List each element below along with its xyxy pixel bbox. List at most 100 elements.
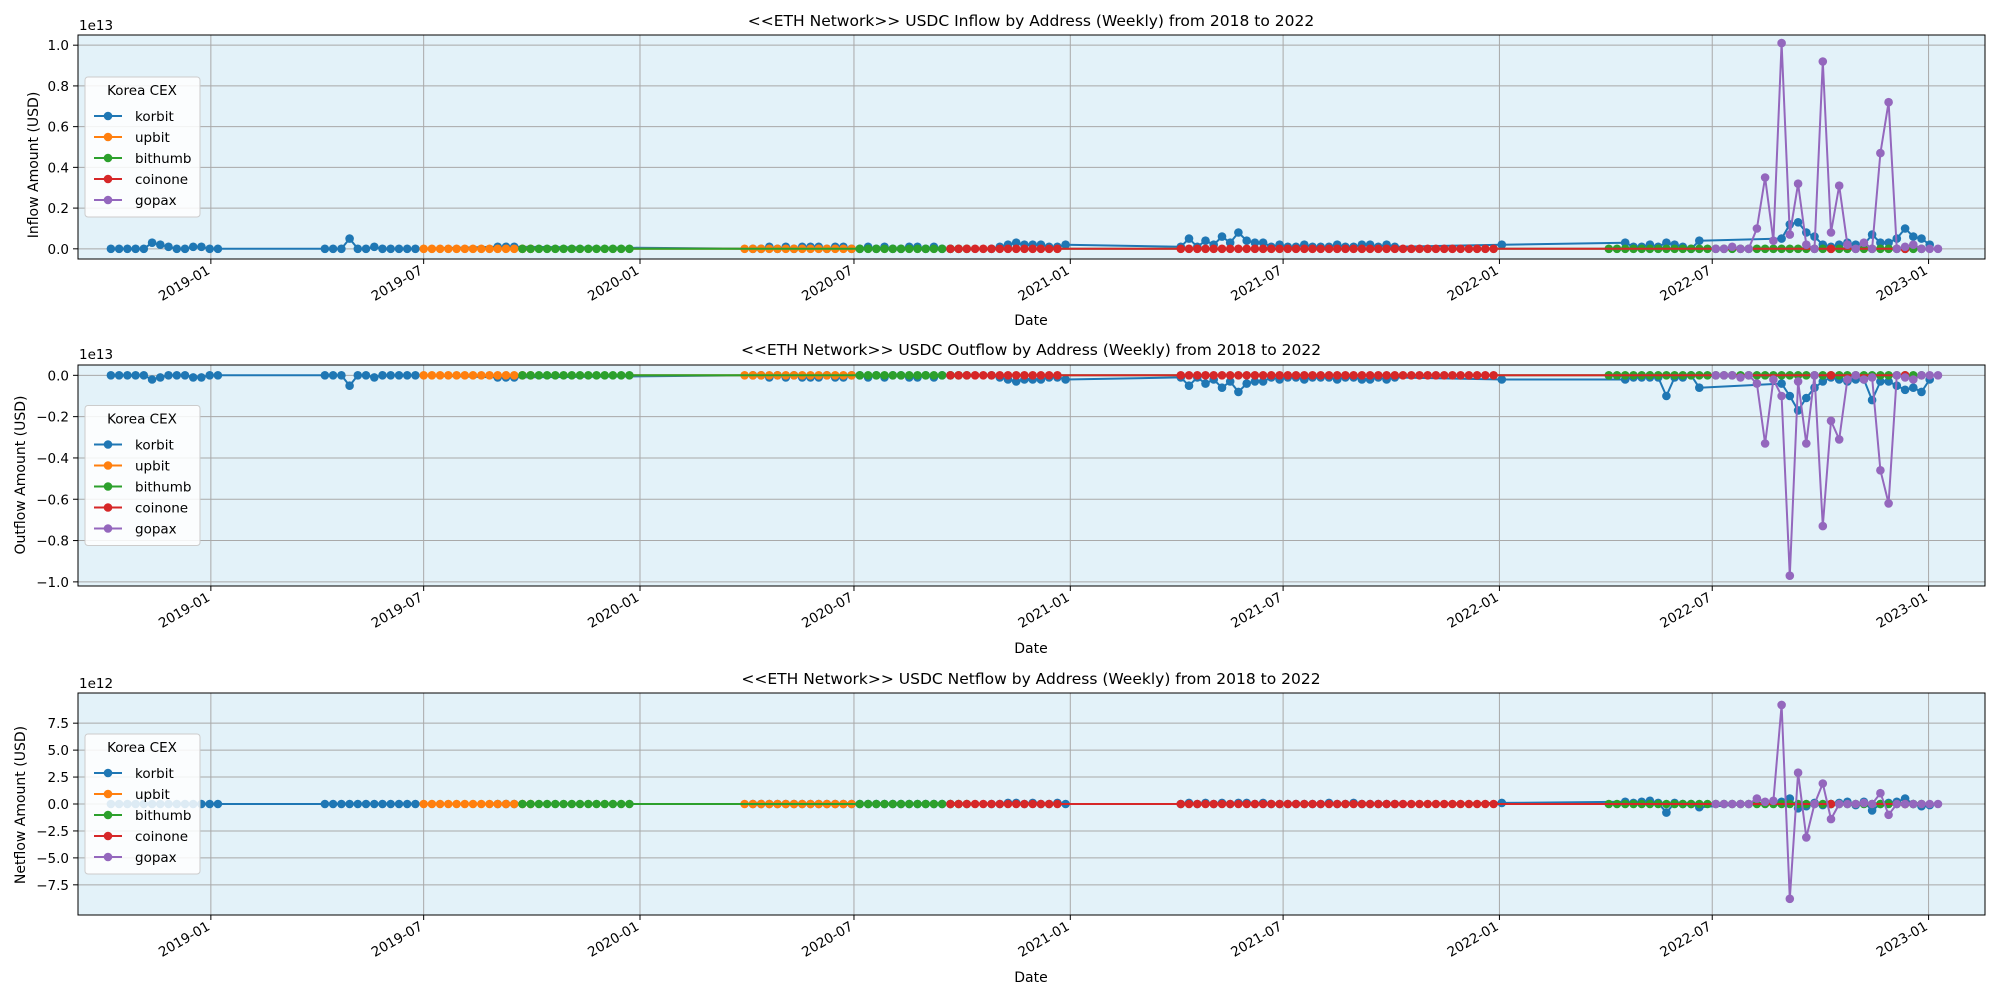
inflow-data-point-coinone xyxy=(1365,244,1375,254)
outflow-data-point-korbit xyxy=(1818,377,1828,386)
outflow-data-point-korbit xyxy=(172,371,182,380)
netflow-legend-swatch-marker-korbit xyxy=(103,768,113,778)
inflow-data-point-bithumb xyxy=(575,244,585,254)
inflow-data-point-gopax xyxy=(1925,244,1934,254)
inflow-data-point-korbit xyxy=(1620,238,1630,247)
outflow-data-point-bithumb xyxy=(608,371,618,380)
inflow-data-point-upbit xyxy=(485,244,494,254)
netflow-data-point-gopax xyxy=(1834,799,1844,809)
netflow-legend-box xyxy=(84,733,201,875)
netflow-legend-swatch-marker-bithumb xyxy=(103,810,113,820)
outflow-plot-background xyxy=(78,365,1985,586)
inflow-data-point-korbit xyxy=(320,244,330,254)
inflow-data-point-korbit xyxy=(172,244,182,254)
outflow-data-point-gopax xyxy=(1917,371,1926,380)
outflow-data-point-bithumb xyxy=(904,371,914,380)
netflow-legend-swatch-marker-upbit xyxy=(103,789,113,799)
outflow-data-point-gopax xyxy=(1876,466,1885,475)
inflow-plot-background xyxy=(78,35,1985,259)
netflow-data-point-coinone xyxy=(979,799,988,809)
netflow-data-point-upbit xyxy=(419,799,429,809)
outflow-data-point-bithumb xyxy=(625,371,634,380)
inflow-legend-swatch-marker-coinone xyxy=(103,174,113,184)
outflow-data-point-korbit xyxy=(337,371,346,380)
inflow-data-point-coinone xyxy=(995,244,1005,254)
outflow-data-point-coinone xyxy=(1258,371,1268,380)
outflow-data-point-korbit xyxy=(394,371,404,380)
netflow-offset-text: 1e12 xyxy=(79,676,113,692)
inflow-data-point-gopax xyxy=(1810,244,1819,254)
outflow-data-point-coinone xyxy=(1365,371,1375,380)
inflow-y-tick-label: 0.6 xyxy=(48,120,69,136)
inflow-data-point-bithumb xyxy=(913,244,922,254)
outflow-legend-label-korbit: korbit xyxy=(135,438,174,454)
outflow-data-point-korbit xyxy=(1695,383,1704,393)
netflow-y-tick-label: 0.0 xyxy=(48,797,69,813)
inflow-data-point-coinone xyxy=(970,244,980,254)
inflow-data-point-gopax xyxy=(1736,244,1745,254)
netflow-data-point-upbit xyxy=(468,799,478,809)
inflow-data-point-coinone xyxy=(1184,244,1194,254)
inflow-data-point-gopax xyxy=(1744,244,1753,254)
outflow-data-point-gopax xyxy=(1933,371,1943,380)
outflow-data-point-coinone xyxy=(1184,371,1194,380)
netflow-legend-swatch-marker-gopax xyxy=(103,852,113,862)
outflow-legend: Korea CEX korbit upbit bithumb coinone gopax xyxy=(84,405,201,546)
outflow-data-point-bithumb xyxy=(559,371,568,380)
outflow-data-point-upbit xyxy=(460,371,470,380)
outflow-data-point-gopax xyxy=(1826,416,1836,426)
inflow-data-point-korbit xyxy=(131,244,140,254)
outflow-data-point-korbit xyxy=(106,371,116,380)
netflow-data-point-coinone xyxy=(995,799,1005,809)
netflow-data-point-gopax xyxy=(1851,799,1860,809)
inflow-data-point-coinone xyxy=(1423,244,1432,254)
netflow-y-tick-label: −5.0 xyxy=(36,851,69,867)
netflow-data-point-gopax xyxy=(1818,779,1828,788)
inflow-data-point-korbit xyxy=(1793,218,1803,227)
netflow-legend-label-bithumb: bithumb xyxy=(135,808,191,824)
outflow-data-point-korbit xyxy=(370,373,379,382)
netflow-data-point-coinone xyxy=(1365,799,1375,809)
netflow-data-point-coinone xyxy=(1415,799,1424,809)
outflow-data-point-coinone xyxy=(970,371,980,380)
inflow-data-point-gopax xyxy=(1917,244,1926,254)
inflow-data-point-upbit xyxy=(477,244,486,254)
outflow-data-point-korbit xyxy=(378,371,387,380)
outflow-data-point-gopax xyxy=(1859,375,1869,384)
netflow-data-point-bithumb xyxy=(542,799,552,809)
inflow-data-point-korbit xyxy=(1884,238,1893,247)
outflow-legend-title: Korea CEX xyxy=(107,412,177,428)
outflow-data-point-coinone xyxy=(1431,371,1441,380)
outflow-data-point-bithumb xyxy=(567,371,577,380)
inflow-data-point-korbit xyxy=(361,244,371,254)
netflow-y-tick-label: −2.5 xyxy=(36,824,69,840)
outflow-data-point-gopax xyxy=(1760,439,1770,448)
inflow-data-point-gopax xyxy=(1818,57,1828,66)
outflow-data-point-korbit xyxy=(1250,377,1260,386)
outflow-data-point-gopax xyxy=(1900,373,1910,382)
inflow-axes-frame xyxy=(77,34,1986,260)
inflow-data-point-bithumb xyxy=(608,244,618,254)
outflow-chart-title: <<ETH Network>> USDC Outflow by Address … xyxy=(741,341,1321,359)
outflow-data-point-korbit xyxy=(1876,377,1885,386)
outflow-data-point-bithumb xyxy=(518,371,527,380)
inflow-data-point-coinone xyxy=(1258,244,1268,254)
inflow-data-point-korbit xyxy=(1900,224,1910,233)
outflow-data-point-korbit xyxy=(1201,379,1210,388)
netflow-data-point-coinone xyxy=(1456,799,1465,809)
netflow-data-point-korbit xyxy=(411,799,420,809)
inflow-data-point-coinone xyxy=(1439,244,1449,254)
inflow-data-point-coinone xyxy=(1242,244,1251,254)
netflow-data-point-coinone xyxy=(1332,799,1342,809)
outflow-data-point-upbit xyxy=(501,371,511,380)
netflow-data-point-bithumb xyxy=(551,799,560,809)
inflow-data-point-gopax xyxy=(1777,38,1786,48)
netflow-data-point-coinone xyxy=(1250,799,1260,809)
outflow-data-point-bithumb xyxy=(929,371,939,380)
netflow-data-point-coinone xyxy=(1481,799,1490,809)
outflow-data-point-korbit xyxy=(114,371,124,380)
outflow-data-point-coinone xyxy=(1003,371,1013,380)
outflow-data-point-coinone xyxy=(1357,371,1367,380)
outflow-data-point-coinone xyxy=(1053,371,1062,380)
